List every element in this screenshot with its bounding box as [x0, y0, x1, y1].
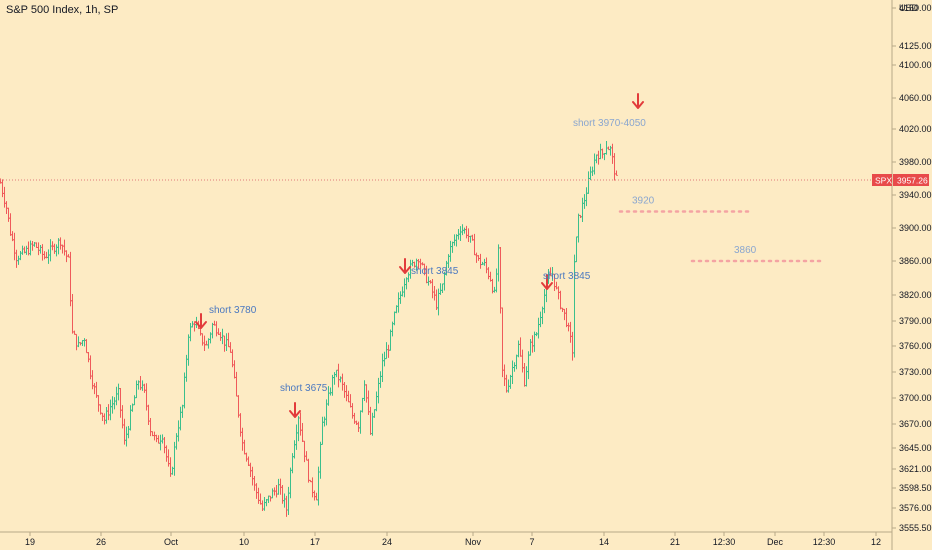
arrow-down-icon [289, 402, 301, 418]
annotation-label: short 3970-4050 [573, 118, 646, 129]
x-tick-label: 24 [382, 537, 392, 547]
last-price-badge [893, 174, 929, 186]
y-tick-label: 4150.00 [899, 3, 932, 13]
ticker-badge [872, 174, 892, 186]
x-tick-label: 12:30 [713, 537, 736, 547]
y-tick-label: 3576.00 [899, 503, 932, 513]
x-tick-label: 12:30 [813, 537, 836, 547]
annotation-label: short 3780 [209, 305, 257, 316]
x-tick-label: Nov [465, 537, 482, 547]
currency-label: USD [899, 3, 919, 13]
arrow-down-icon [541, 274, 553, 290]
x-tick-label: Dec [767, 537, 784, 547]
y-tick-label: 3621.00 [899, 464, 932, 474]
y-tick-label: 3555.50 [899, 523, 932, 533]
arrow-down-icon [632, 93, 644, 109]
y-tick-label: 3820.00 [899, 290, 932, 300]
y-tick-label: 4125.00 [899, 41, 932, 51]
price-bar [615, 170, 618, 176]
chart-title: S&P 500 Index, 1h, SP [6, 4, 118, 16]
x-tick-label: 10 [239, 537, 249, 547]
y-tick-label: 3760.00 [899, 341, 932, 351]
annotation-arrows [195, 93, 644, 418]
y-tick-label: 3940.00 [899, 190, 932, 200]
y-tick-label: 3860.00 [899, 256, 932, 266]
level-label: 3920 [632, 196, 655, 207]
arrow-down-icon [399, 258, 411, 274]
y-tick-label: 4100.00 [899, 60, 932, 70]
annotation-label: short 3845 [543, 271, 591, 282]
x-tick-label: 12 [871, 537, 881, 547]
y-tick-label: 3980.00 [899, 157, 932, 167]
y-tick-label: 3598.50 [899, 483, 932, 493]
x-tick-label: 14 [599, 537, 609, 547]
y-tick-label: 3730.00 [899, 367, 932, 377]
ticker-label: SPX [875, 176, 892, 186]
x-tick-label: 17 [310, 537, 320, 547]
annotation-label: short 3845 [411, 266, 459, 277]
y-tick-label: 4060.00 [899, 93, 932, 103]
y-axis-ticks: 4150.00 4125.00 4100.00 4060.00 4020.00 3980.… [892, 3, 932, 533]
x-axis-ticks: 19 26 Oct 10 17 24 Nov 7 14 21 12:30 Dec 12:30 12 [25, 532, 881, 547]
annotation-label: short 3675 [280, 383, 328, 394]
annotation-labels: short 3780 short 3675 short 3845 short 3845… [209, 118, 646, 394]
last-price-value: 3957.26 [897, 176, 928, 186]
level-label: 3860 [734, 245, 757, 256]
price-bars [0, 141, 618, 517]
y-tick-label: 3790.00 [899, 316, 932, 326]
x-tick-label: 21 [670, 537, 680, 547]
y-tick-label: 3645.00 [899, 443, 932, 453]
support-levels: 3920 3860 [618, 196, 822, 263]
arrow-down-icon [195, 313, 207, 329]
y-tick-label: 3670.00 [899, 419, 932, 429]
x-tick-label: Oct [164, 537, 179, 547]
x-tick-label: 7 [529, 537, 534, 547]
y-tick-label: 3900.00 [899, 223, 932, 233]
y-tick-label: 4020.00 [899, 124, 932, 134]
x-tick-label: 26 [96, 537, 106, 547]
x-tick-label: 19 [25, 537, 35, 547]
y-tick-label: 3700.00 [899, 393, 932, 403]
